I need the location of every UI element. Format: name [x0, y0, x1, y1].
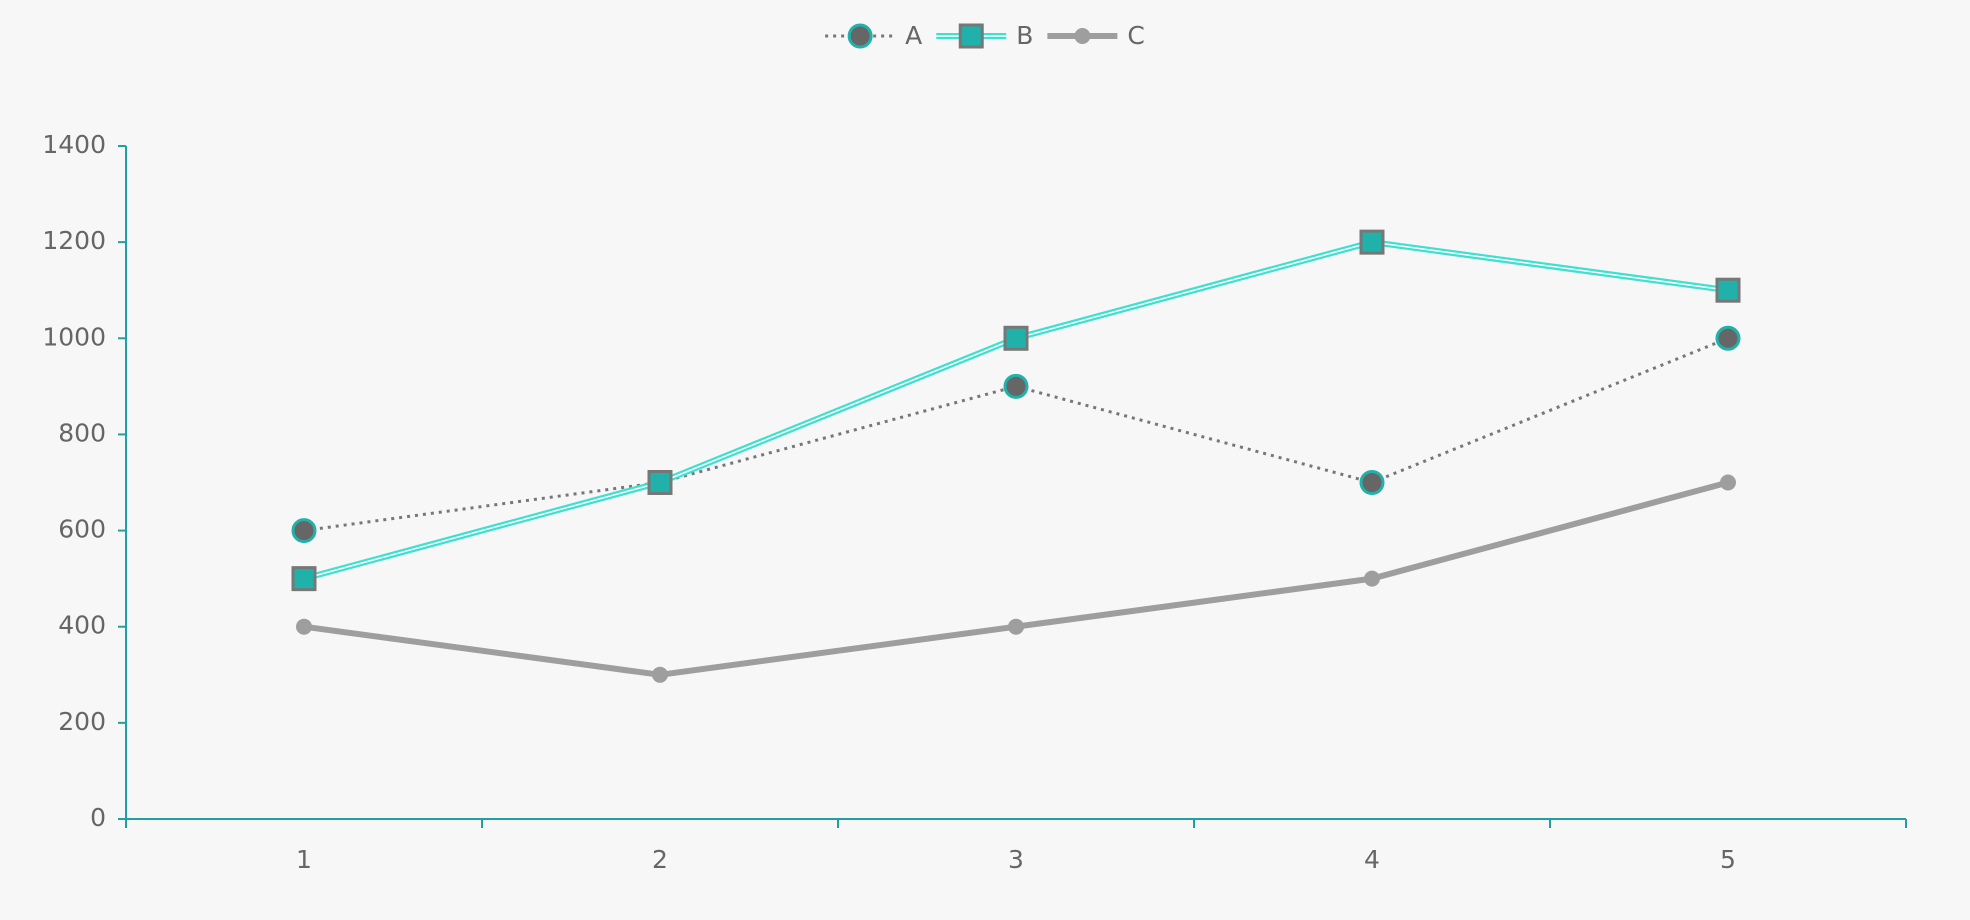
x-tick-label: 5 — [1720, 845, 1736, 874]
y-tick-label: 600 — [58, 515, 106, 544]
point — [847, 23, 873, 49]
x-tick-label: 2 — [652, 845, 668, 874]
point — [1008, 618, 1024, 635]
point — [296, 618, 312, 635]
point — [291, 566, 317, 592]
series-line-inner — [303, 241, 1729, 580]
x-tick-label: 4 — [1364, 845, 1380, 874]
point — [1715, 277, 1741, 303]
y-tick-label: 200 — [58, 707, 106, 736]
point — [1720, 474, 1736, 491]
point — [1074, 28, 1091, 44]
legend-label: A — [905, 21, 922, 50]
legend-label: C — [1127, 21, 1144, 50]
y-tick-label: 400 — [58, 611, 106, 640]
point — [1359, 470, 1385, 495]
y-tick-label: 800 — [58, 418, 106, 447]
legend: A B C — [825, 21, 1145, 50]
y-tick-label: 1400 — [42, 130, 106, 159]
x-tick-label: 1 — [296, 845, 312, 874]
point — [291, 518, 317, 544]
point — [1003, 325, 1029, 351]
legend-label: B — [1016, 21, 1033, 50]
point — [1359, 229, 1385, 255]
x-tick-label: 3 — [1008, 845, 1024, 874]
point — [1364, 570, 1380, 587]
series-line — [303, 479, 1729, 678]
y-tick-label: 0 — [90, 803, 106, 832]
series-line — [303, 239, 1729, 582]
y-tick-label: 1000 — [42, 322, 106, 351]
point — [647, 470, 673, 495]
series-line — [303, 336, 1729, 533]
point — [1003, 373, 1029, 399]
y-tick-label: 1200 — [42, 226, 106, 255]
point — [652, 666, 668, 683]
point — [1715, 325, 1741, 351]
point — [958, 23, 984, 49]
